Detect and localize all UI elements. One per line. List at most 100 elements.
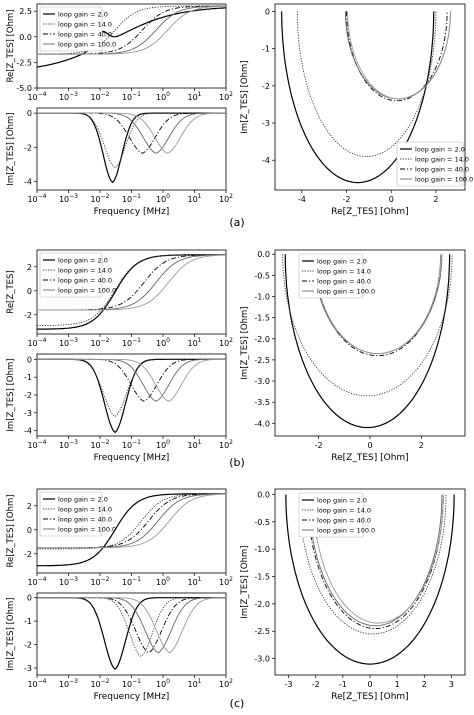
x-tick-label: 100: [156, 193, 170, 204]
x-tick-label: 102: [219, 576, 233, 587]
y-tick-label: -1: [24, 617, 32, 626]
x-tick-label: 102: [219, 91, 233, 102]
y-tick-label: 0: [265, 7, 270, 16]
legend-entry: loop gain = 2.0: [58, 11, 108, 19]
nyquist-series-line: [314, 254, 442, 355]
nyquist-series-line: [296, 11, 437, 157]
imag-series-line: [37, 112, 226, 154]
legend: [396, 141, 464, 187]
y-tick-label: -1.0: [254, 293, 270, 302]
legend-entry: loop gain = 100.0: [58, 526, 116, 534]
y-tick-label: -4: [24, 427, 32, 436]
y-axis-label: Re[Z_TES] [Ohm]: [6, 9, 16, 82]
y-tick-label: -1: [24, 373, 32, 382]
x-tick-label: 10−1: [122, 193, 141, 204]
x-tick-label: 100: [156, 576, 170, 587]
legend: [39, 491, 103, 537]
y-tick-label: -2.5: [254, 627, 270, 636]
y-tick-label: -1: [262, 45, 270, 54]
x-tick-label: 10−1: [122, 337, 141, 348]
x-tick-label: 0: [389, 195, 394, 204]
panel-b: 10−4 10−3 10−2 10−1 100 101 102 2 0 -2 Re[Z_TES] lo…: [6, 249, 466, 469]
x-tick-label: 1: [395, 680, 400, 689]
nyquist-series-line: [347, 11, 451, 100]
y-tick-label: -2: [24, 143, 32, 152]
x-tick-label: -2: [312, 680, 320, 689]
nyquist-series-line: [281, 11, 435, 184]
imag-series-line: [37, 112, 226, 154]
y-tick-label: 2: [27, 263, 32, 272]
imag-axes: [36, 353, 227, 437]
legend-entry: loop gain = 40.0: [317, 278, 371, 286]
nyquist-series-line: [344, 11, 451, 100]
x-axis-label: Frequency [MHz]: [94, 207, 170, 217]
legend-entry: loop gain = 40.0: [415, 166, 469, 174]
x-tick-label: 101: [187, 193, 201, 204]
x-tick-label: 10−3: [59, 678, 78, 689]
y-axis-label: Im[Z_TES] [Ohm]: [6, 358, 16, 431]
x-tick-label: 101: [187, 337, 201, 348]
legend-entry: loop gain = 14.0: [58, 506, 112, 514]
x-axis-label: Re[Z_TES] [Ohm]: [331, 207, 408, 217]
imag-series-line: [37, 112, 226, 154]
y-tick-label: 0.0: [19, 33, 32, 42]
x-tick-label: 10−4: [27, 678, 46, 689]
x-axis-label: Frequency [MHz]: [94, 453, 170, 463]
nyquist-series-line: [282, 254, 453, 397]
y-tick-label: -2.5: [254, 356, 270, 365]
nyquist-series-line: [308, 494, 443, 627]
y-tick-label: -5.0: [16, 84, 32, 93]
y-tick-label: 0.0: [257, 490, 270, 499]
real-series-line: [36, 5, 226, 55]
x-tick-label: 101: [187, 91, 201, 102]
x-axis-label: Re[Z_TES] [Ohm]: [331, 692, 408, 702]
imag-series-line: [37, 112, 226, 184]
x-tick-label: 10−3: [59, 439, 78, 450]
legend-entry: loop gain = 2.0: [58, 496, 108, 504]
legend-entry: loop gain = 2.0: [317, 258, 367, 266]
legend-entry: loop gain = 40.0: [317, 517, 371, 525]
legend: [298, 253, 364, 299]
imag-series-line: [37, 597, 226, 654]
y-axis-label: Im[Z_TES] [Ohm]: [6, 597, 16, 670]
imag-series-line: [37, 597, 226, 657]
y-tick-label: 0: [27, 526, 32, 535]
y-tick-label: 2.5: [19, 7, 32, 16]
y-tick-label: -2: [24, 641, 32, 650]
imag-series-line: [37, 358, 226, 402]
legend-entry: loop gain = 100.0: [317, 288, 375, 296]
legend-entry: loop gain = 14.0: [58, 21, 112, 29]
real-series-line: [37, 5, 226, 55]
x-tick-label: 3: [449, 680, 454, 689]
x-tick-label: 10−1: [122, 678, 141, 689]
real-series-line: [37, 254, 226, 326]
x-tick-label: 100: [156, 678, 170, 689]
y-tick-label: -2.5: [16, 58, 32, 67]
x-tick-label: 101: [187, 439, 201, 450]
panel-caption: (b): [229, 456, 245, 469]
x-tick-label: 10−2: [90, 193, 109, 204]
x-tick-label: 10−4: [27, 576, 46, 587]
y-tick-label: -3.0: [254, 655, 270, 664]
y-tick-label: -1.0: [254, 545, 270, 554]
y-tick-label: 0: [27, 109, 32, 118]
x-tick-label: 2: [433, 195, 438, 204]
x-tick-label: 100: [156, 439, 170, 450]
legend: [39, 6, 103, 52]
legend: [39, 252, 103, 298]
real-series-line: [37, 493, 226, 550]
legend-entry: loop gain = 2.0: [415, 146, 465, 154]
x-tick-label: 101: [187, 678, 201, 689]
y-tick-label: -2: [262, 82, 270, 91]
x-tick-label: 10−1: [122, 439, 141, 450]
real-series-line: [37, 493, 227, 549]
x-tick-label: 2: [422, 680, 427, 689]
legend-entry: loop gain = 100.0: [58, 41, 116, 49]
x-tick-label: 10−4: [27, 91, 46, 102]
nyquist-axes: [274, 3, 466, 191]
x-axis-label: Re[Z_TES] [Ohm]: [331, 453, 408, 463]
x-tick-label: -4: [298, 195, 306, 204]
y-tick-label: -0.5: [254, 518, 270, 527]
nyquist-series-line: [346, 11, 448, 102]
legend-entry: loop gain = 2.0: [317, 497, 367, 505]
